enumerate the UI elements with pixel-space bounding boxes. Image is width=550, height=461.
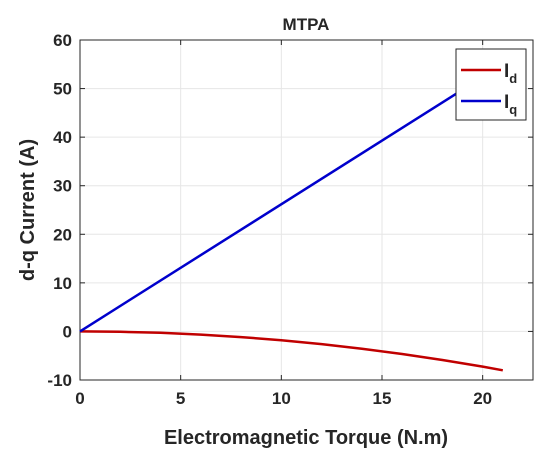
x-tick-label: 0: [75, 389, 84, 408]
plot-frame: [79, 39, 534, 381]
x-axis-label: Electromagnetic Torque (N.m): [164, 427, 448, 449]
x-tick-label: 10: [272, 389, 291, 408]
y-tick-label: 30: [53, 177, 72, 196]
legend-box: [455, 48, 527, 121]
series-lines: [79, 63, 504, 372]
series-id-curve: [79, 330, 504, 372]
y-tick-label: 50: [53, 80, 72, 99]
x-tick-label: 15: [373, 389, 392, 408]
series-iq-line: [79, 63, 504, 333]
y-tick-label: 0: [63, 322, 72, 341]
y-tick-label: 20: [53, 225, 72, 244]
legend-label-iq: Iq: [504, 92, 517, 117]
y-axis-label: d-q Current (A): [17, 139, 39, 281]
y-tick-label: 60: [53, 31, 72, 50]
y-tick-label: -10: [47, 371, 72, 390]
x-tick-label: 20: [473, 389, 492, 408]
chart-title: MTPA: [283, 15, 330, 34]
legend: Id Iq: [455, 48, 527, 121]
y-tick-label: 40: [53, 128, 72, 147]
y-tick-label: 10: [53, 274, 72, 293]
legend-label-id: Id: [504, 61, 517, 86]
x-tick-label: 5: [176, 389, 185, 408]
